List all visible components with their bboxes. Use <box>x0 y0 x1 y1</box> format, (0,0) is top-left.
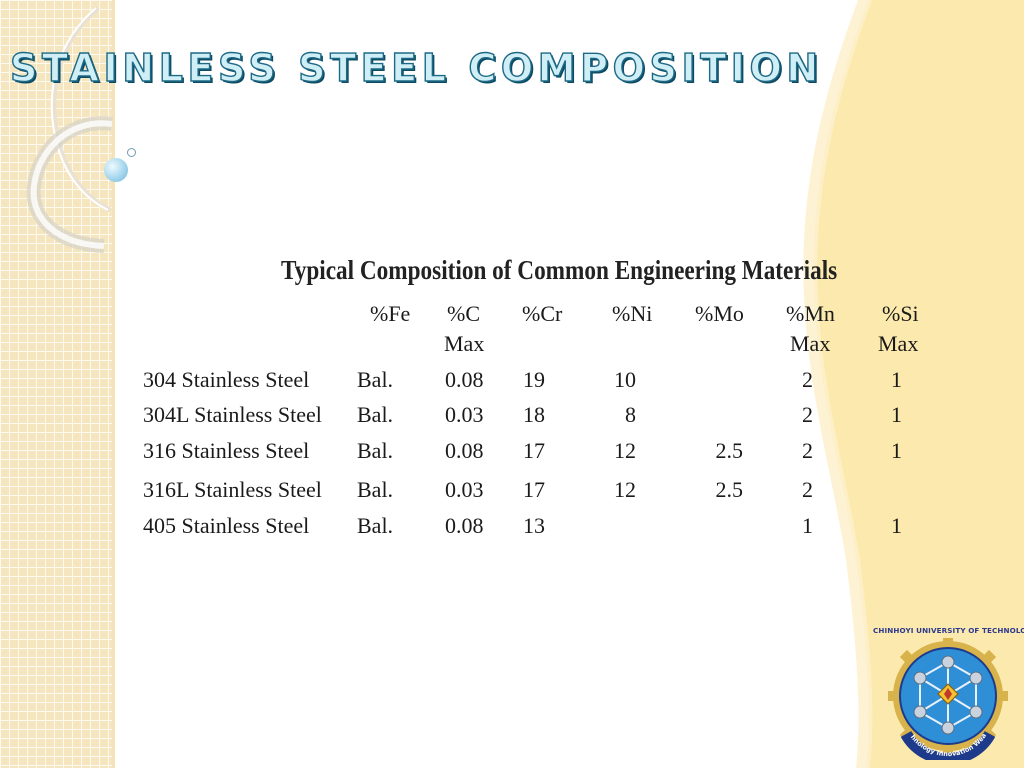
col-header-cr: %Cr <box>522 301 563 326</box>
cell-c: 0.08 <box>445 438 484 463</box>
right-cream-wave <box>813 0 1024 768</box>
cell-ni: 12 <box>614 438 636 463</box>
cell-ni: 8 <box>625 402 636 427</box>
col-header-si-max: Max <box>878 331 919 356</box>
cell-ni: 12 <box>614 477 636 502</box>
left-panel-edge <box>112 0 115 768</box>
cell-cr: 13 <box>523 513 545 538</box>
cell-si: 1 <box>891 367 902 392</box>
cell-cr: 18 <box>523 402 545 427</box>
row-name: 304 Stainless Steel <box>143 367 310 392</box>
cell-c: 0.08 <box>445 513 484 538</box>
col-header-mo: %Mo <box>695 301 744 326</box>
composition-table: Typical Composition of Common Engineerin… <box>138 252 938 552</box>
cell-fe: Bal. <box>357 438 394 463</box>
cell-cr: 17 <box>523 438 545 463</box>
row-name: 304L Stainless Steel <box>143 402 322 427</box>
cell-fe: Bal. <box>357 367 394 392</box>
cell-fe: Bal. <box>357 477 394 502</box>
cell-ni: 10 <box>614 367 636 392</box>
university-logo: Technology Innovation Wealth <box>888 638 1008 760</box>
cell-mn: 2 <box>802 477 813 502</box>
cell-cr: 19 <box>523 367 545 392</box>
table-heading: Typical Composition of Common Engineerin… <box>281 255 838 285</box>
bullet-marker-icon <box>127 148 136 157</box>
bullet-bubble <box>104 158 128 182</box>
cell-mn: 1 <box>802 513 813 538</box>
row-name: 405 Stainless Steel <box>143 513 310 538</box>
decorative-arc <box>51 6 112 213</box>
cell-si: 1 <box>891 402 902 427</box>
cell-mn: 2 <box>802 402 813 427</box>
decorative-ring <box>26 116 113 253</box>
cell-si: 1 <box>891 438 902 463</box>
cell-cr: 17 <box>523 477 545 502</box>
row-name: 316 Stainless Steel <box>143 438 310 463</box>
cell-mo: 2.5 <box>715 477 744 502</box>
cell-fe: Bal. <box>357 402 394 427</box>
slide-title: STAINLESS STEEL COMPOSITION <box>9 45 823 90</box>
col-header-c-max: Max <box>444 331 485 356</box>
cell-c: 0.03 <box>445 477 484 502</box>
col-header-mn-max: Max <box>790 331 831 356</box>
col-header-fe: %Fe <box>370 301 411 326</box>
cell-si: 1 <box>891 513 902 538</box>
cell-fe: Bal. <box>357 513 394 538</box>
cell-mo: 2.5 <box>715 438 744 463</box>
cell-c: 0.03 <box>445 402 484 427</box>
cell-mn: 2 <box>802 438 813 463</box>
row-name: 316L Stainless Steel <box>143 477 322 502</box>
cell-c: 0.08 <box>445 367 484 392</box>
col-header-c: %C <box>447 301 480 326</box>
cell-mn: 2 <box>802 367 813 392</box>
col-header-si: %Si <box>882 301 919 326</box>
col-header-ni: %Ni <box>612 301 653 326</box>
logo-caption: CHINHOYI UNIVERSITY OF TECHNOLOGY <box>873 626 1024 635</box>
col-header-mn: %Mn <box>786 301 835 326</box>
